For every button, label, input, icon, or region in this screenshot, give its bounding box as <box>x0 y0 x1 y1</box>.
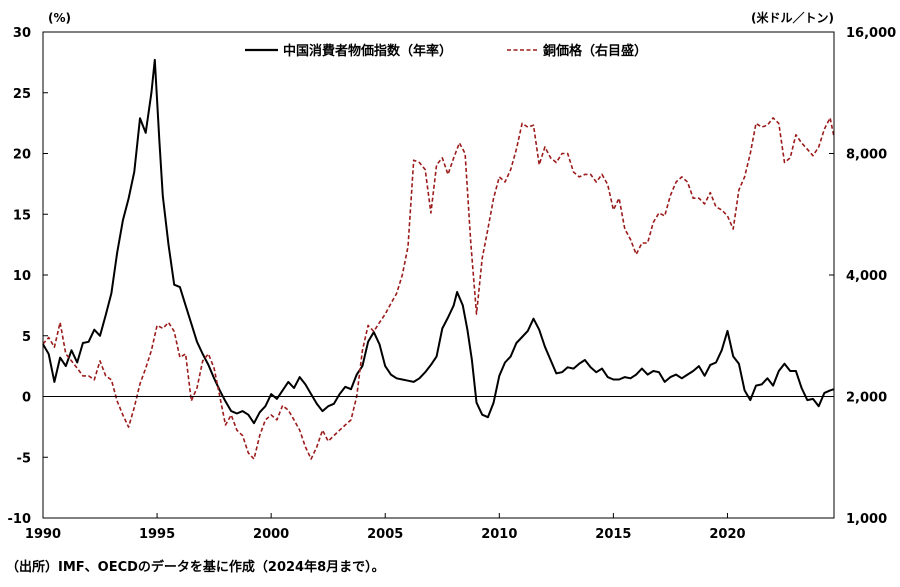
x-tick-label: 2010 <box>481 527 517 542</box>
left-tick-label: -5 <box>17 451 31 466</box>
right-tick-label: 1,000 <box>846 512 887 527</box>
left-tick-label: 10 <box>13 269 31 284</box>
legend-label: 銅価格（右目盛） <box>543 43 647 59</box>
right-tick-label: 4,000 <box>846 269 887 284</box>
x-tick-label: 2000 <box>253 527 289 542</box>
right-tick-label: 8,000 <box>846 148 887 163</box>
x-tick-label: 2005 <box>367 527 403 542</box>
right-tick-label: 2,000 <box>846 391 887 406</box>
left-tick-label: -10 <box>8 512 32 527</box>
plot-frame <box>42 31 835 519</box>
left-tick-label: 20 <box>13 148 31 163</box>
left-tick-label: 5 <box>22 330 31 345</box>
right-tick-label: 16,000 <box>846 26 896 41</box>
left-tick-label: 0 <box>22 391 31 406</box>
chart: 302520151050-5-10(%)16,0008,0004,0002,00… <box>8 10 897 542</box>
left-tick-label: 15 <box>13 208 31 223</box>
left-axis-unit: (%) <box>48 11 71 25</box>
cpi-series-line <box>42 58 835 425</box>
source-note: （出所）IMF、OECDのデータを基に作成（2024年8月まで）。 <box>6 560 385 575</box>
left-tick-label: 25 <box>13 87 31 102</box>
right-axis-unit: (米ドル／トン) <box>751 10 834 25</box>
legend-label: 中国消費者物価指数（年率） <box>283 43 452 59</box>
x-tick-label: 2020 <box>709 527 745 542</box>
copper-series-line <box>42 117 835 460</box>
legend: 中国消費者物価指数（年率） 銅価格（右目盛） <box>245 43 647 59</box>
x-tick-label: 1995 <box>139 527 175 542</box>
x-tick-label: 2015 <box>595 527 631 542</box>
x-tick-label: 1990 <box>25 527 61 542</box>
left-tick-label: 30 <box>13 26 31 41</box>
